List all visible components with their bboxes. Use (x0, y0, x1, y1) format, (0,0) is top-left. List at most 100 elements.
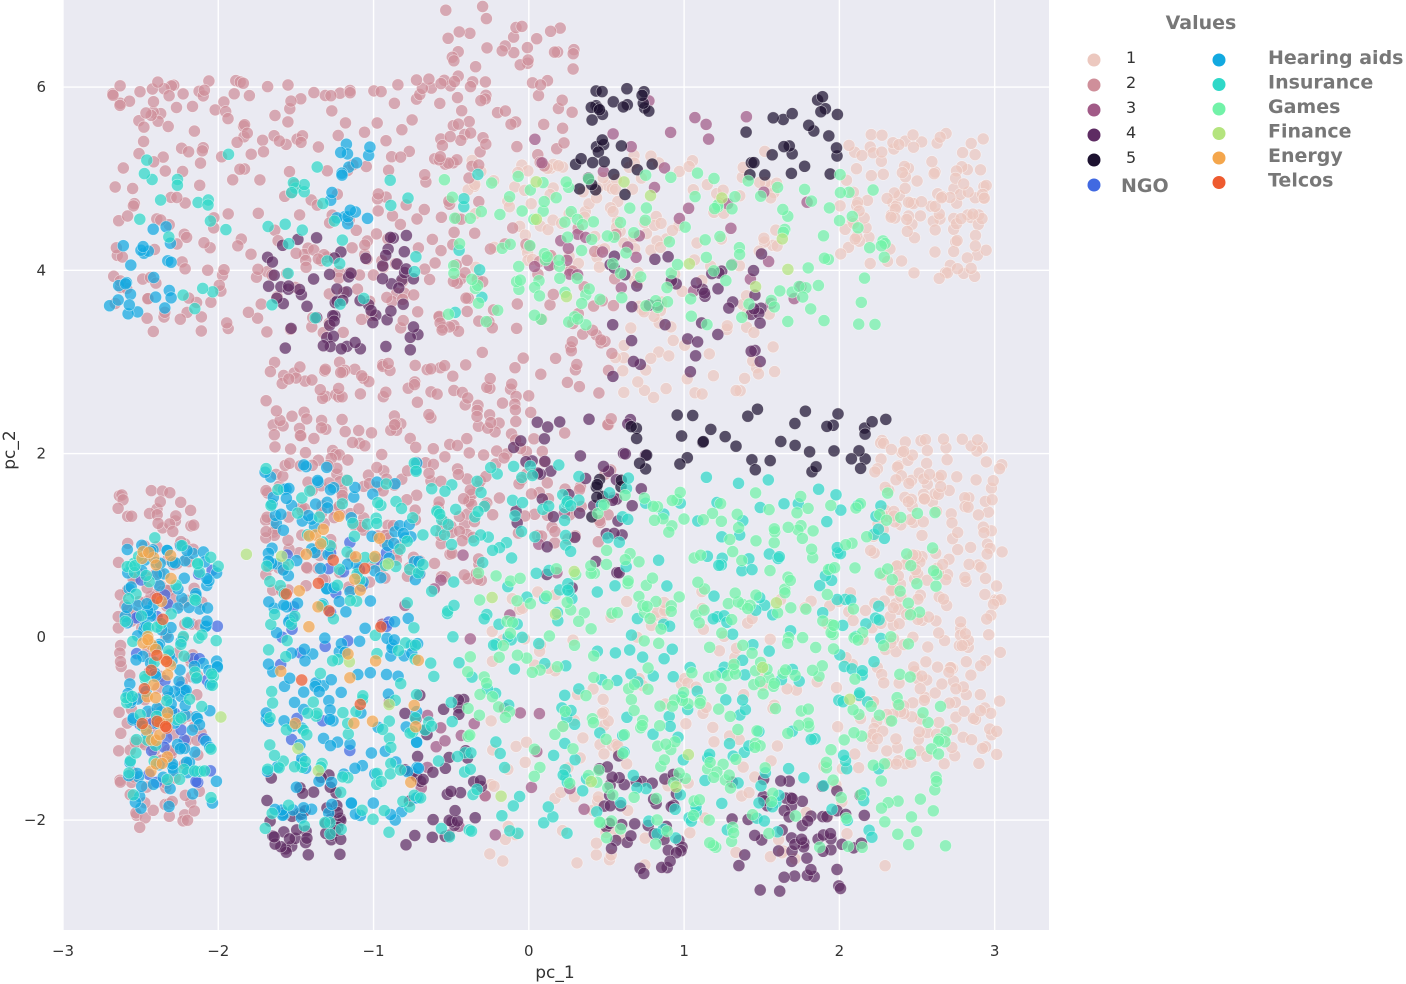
data-point (401, 612, 415, 625)
legend-marker (1087, 128, 1101, 142)
data-point (439, 3, 453, 17)
data-point (781, 727, 795, 740)
data-point (751, 402, 764, 416)
data-point (513, 571, 527, 585)
data-point (574, 152, 588, 165)
data-point (935, 677, 949, 691)
data-point (124, 258, 138, 272)
data-point (219, 223, 233, 236)
data-point (707, 771, 721, 784)
data-point (564, 545, 577, 558)
data-point (719, 274, 733, 287)
data-point (528, 308, 541, 322)
data-point (914, 792, 927, 806)
data-point (352, 424, 366, 437)
data-point (274, 664, 288, 678)
data-point (276, 469, 290, 483)
data-point (195, 310, 208, 324)
data-point (606, 127, 620, 141)
data-point (572, 614, 586, 628)
data-point (889, 732, 903, 746)
data-point (824, 743, 838, 757)
data-point (636, 650, 649, 664)
data-point (354, 387, 367, 401)
data-point (637, 867, 651, 880)
data-point (174, 638, 188, 651)
data-point (119, 614, 132, 628)
data-point (518, 755, 532, 769)
data-point (971, 433, 984, 447)
data-point (493, 491, 506, 505)
data-point (393, 542, 407, 556)
data-point (934, 468, 948, 482)
data-point (493, 208, 507, 221)
data-point (516, 351, 530, 365)
data-point (473, 688, 487, 701)
data-point (506, 799, 520, 813)
data-point (266, 696, 279, 710)
data-point (902, 838, 915, 851)
legend: Values 1 2 3 4 5 NGO Hearing aids InsuranceGam… (1087, 12, 1403, 197)
data-point (480, 676, 493, 690)
data-point (510, 594, 524, 608)
data-point (375, 448, 389, 461)
data-point (730, 507, 744, 521)
data-point (526, 469, 539, 482)
data-point (877, 639, 890, 653)
data-point (268, 109, 282, 122)
data-point (592, 386, 606, 400)
data-point (741, 602, 755, 615)
data-point (533, 707, 546, 720)
data-point (288, 760, 301, 774)
data-point (620, 595, 634, 608)
data-point (752, 796, 766, 810)
data-point (575, 244, 588, 257)
data-point (931, 660, 944, 674)
data-point (750, 724, 764, 738)
data-point (335, 168, 349, 182)
data-point (668, 802, 682, 816)
data-point (703, 836, 717, 850)
data-point (658, 753, 671, 767)
data-point (754, 779, 768, 793)
data-point (422, 72, 436, 86)
data-point (303, 484, 317, 498)
data-point (626, 769, 640, 782)
data-point (649, 837, 663, 851)
data-point (874, 239, 888, 253)
data-point (357, 292, 371, 305)
data-point (848, 561, 862, 575)
data-point (460, 253, 474, 267)
data-point (901, 495, 915, 509)
y-tick-label: −2 (24, 811, 46, 829)
data-point (186, 787, 199, 801)
data-point (277, 523, 290, 537)
data-point (772, 844, 785, 858)
data-point (312, 510, 326, 524)
data-point (582, 282, 596, 296)
data-point (538, 432, 551, 446)
data-point (763, 632, 777, 646)
data-point (833, 214, 846, 227)
data-point (149, 290, 162, 304)
data-point (495, 809, 509, 823)
data-point (831, 407, 845, 421)
data-point (653, 699, 667, 713)
data-point (663, 235, 676, 249)
data-point (311, 474, 324, 487)
data-point (486, 544, 499, 557)
data-point (823, 201, 836, 215)
legend-marker (1087, 153, 1101, 167)
data-point (358, 125, 371, 139)
data-point (193, 179, 206, 192)
data-point (573, 380, 586, 393)
legend-label: 5 (1126, 148, 1136, 167)
data-point (411, 305, 425, 319)
data-point (135, 609, 148, 623)
data-point (866, 183, 880, 197)
data-point (162, 230, 176, 244)
data-point (113, 79, 127, 93)
data-point (736, 638, 750, 652)
data-point (493, 747, 507, 760)
data-point (972, 508, 985, 522)
